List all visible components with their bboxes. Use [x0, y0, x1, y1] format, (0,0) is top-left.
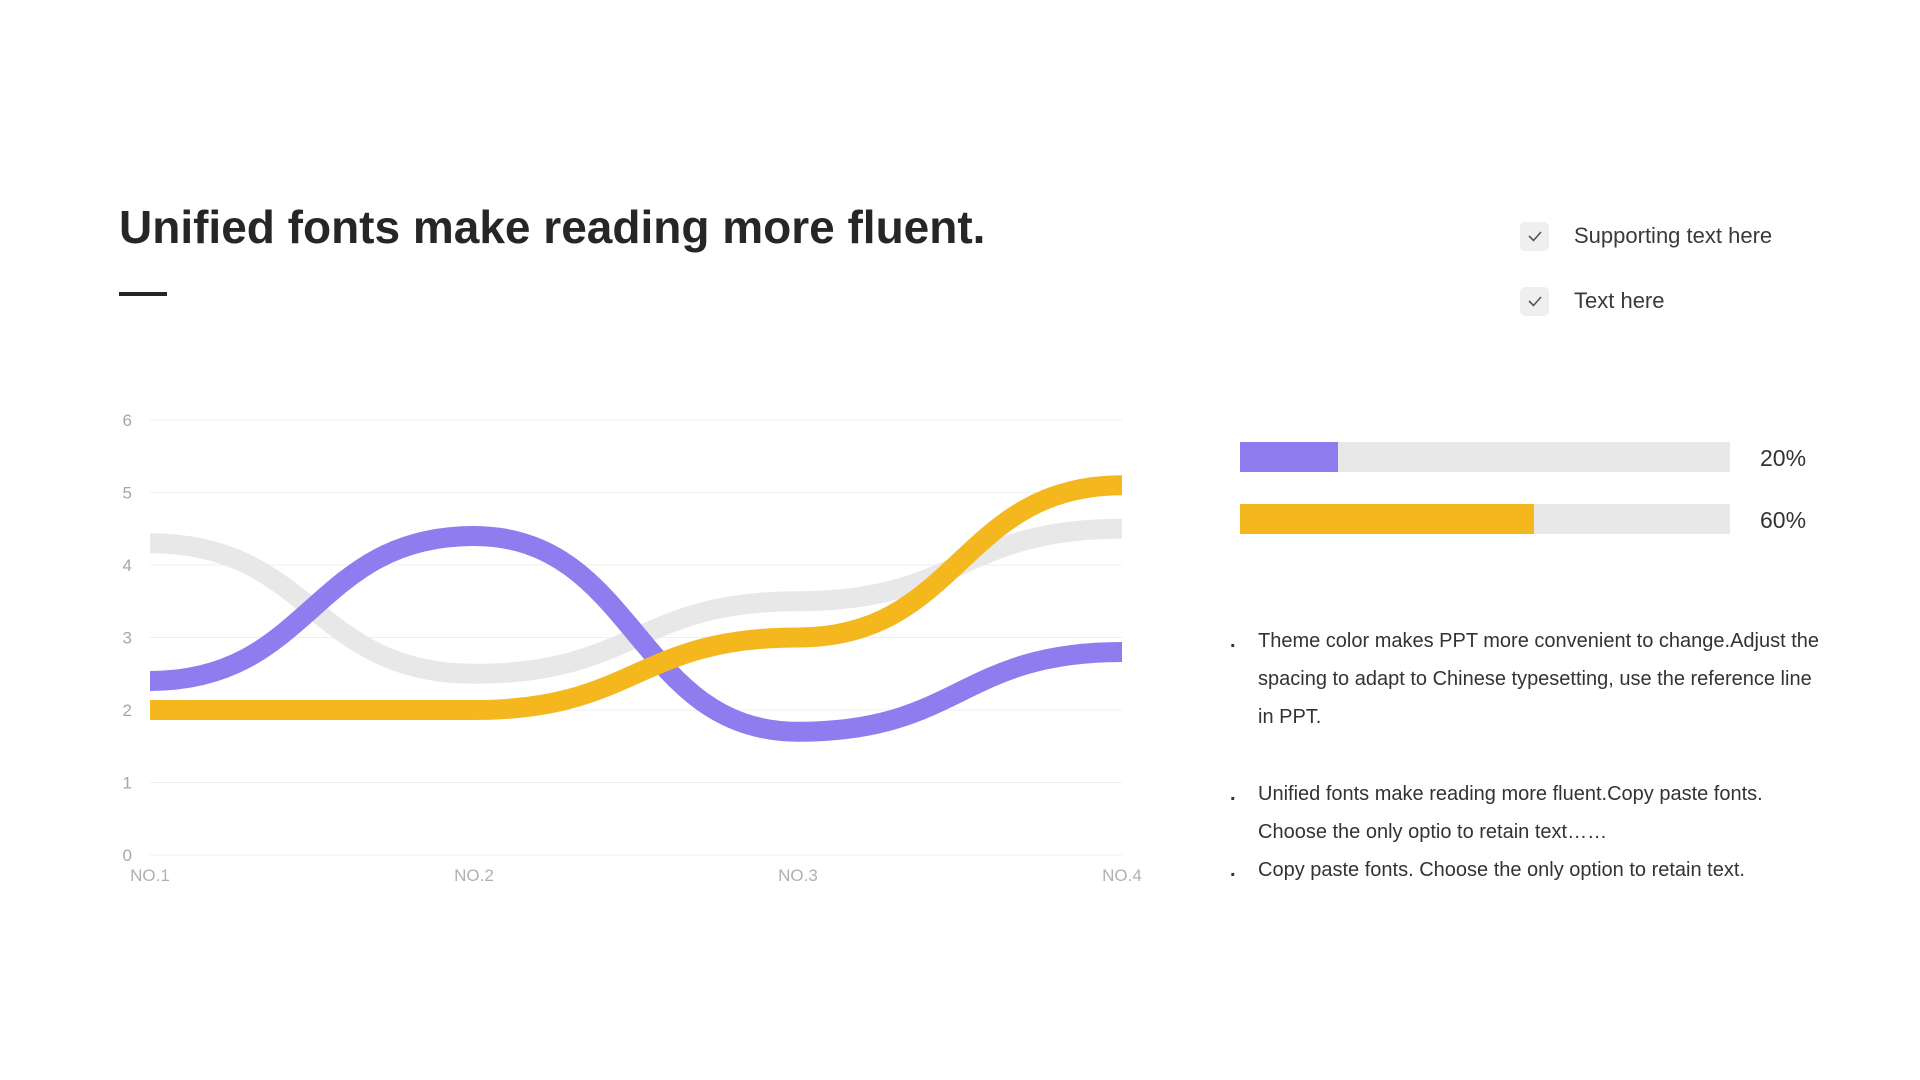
progress-track	[1240, 504, 1730, 534]
line-chart: 0 1 2 3 4 5 6 NO.1 NO.2 NO.3 NO.4	[123, 411, 1142, 885]
bullet-dot: .	[1230, 783, 1236, 805]
bullet-text: Theme color makes PPT more convenient to…	[1258, 630, 1820, 728]
x-tick-label: NO.3	[778, 866, 818, 885]
y-tick-label: 5	[123, 484, 132, 503]
y-tick-label: 4	[123, 556, 132, 575]
y-tick-label: 3	[123, 629, 132, 648]
checklist-item: Supporting text here	[1520, 221, 1772, 251]
x-tick-label: NO.1	[130, 866, 170, 885]
y-tick-label: 0	[123, 846, 132, 865]
progress-label: 60%	[1760, 507, 1807, 533]
progress-label: 20%	[1760, 445, 1807, 471]
check-icon	[1520, 221, 1549, 251]
y-tick-label: 6	[123, 411, 132, 430]
y-tick-label: 2	[123, 701, 132, 720]
bullet-item: . Theme color makes PPT more convenient …	[1230, 622, 1830, 736]
progress-fill	[1240, 504, 1534, 534]
bullet-item: . Unified fonts make reading more fluent…	[1230, 775, 1830, 851]
checklist-label: Text here	[1574, 288, 1665, 313]
y-tick-label: 1	[123, 774, 132, 793]
checklist-label: Supporting text here	[1574, 223, 1773, 248]
bullet-dot: .	[1230, 859, 1236, 881]
x-tick-label: NO.2	[454, 866, 494, 885]
series-line-2	[149, 525, 1123, 742]
series-line-3	[150, 475, 1123, 720]
bullet-list: . Theme color makes PPT more convenient …	[1230, 622, 1830, 889]
bullet-text: Unified fonts make reading more fluent.C…	[1258, 783, 1763, 843]
page-title: Unified fonts make reading more fluent.	[119, 201, 986, 253]
checklist-item: Text here	[1520, 286, 1665, 316]
title-underline	[119, 292, 167, 296]
bullet-text: Copy paste fonts. Choose the only option…	[1258, 859, 1745, 881]
progress-track	[1240, 442, 1730, 472]
progress-fill	[1240, 442, 1338, 472]
x-tick-label: NO.4	[1102, 866, 1142, 885]
bullet-dot: .	[1230, 630, 1236, 652]
check-icon	[1520, 286, 1549, 316]
bullet-item: . Copy paste fonts. Choose the only opti…	[1230, 851, 1830, 889]
